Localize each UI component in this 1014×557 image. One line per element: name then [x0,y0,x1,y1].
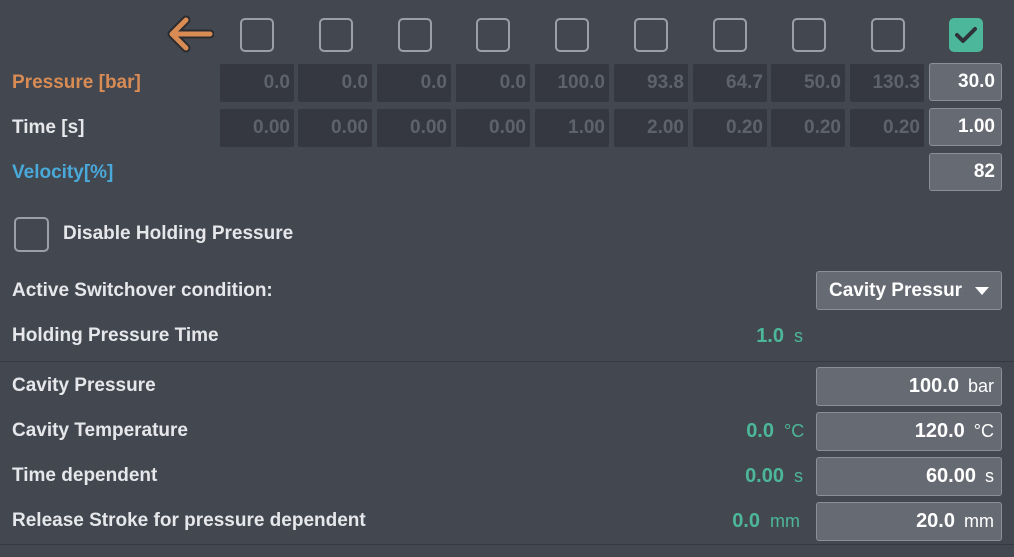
release-stroke-setpoint: 20.0 [916,510,955,532]
step-7-checkbox[interactable] [713,18,747,52]
pressure-step-7[interactable]: 64.7 [693,64,767,102]
cavity-temperature-input[interactable]: 120.0 °C [816,412,1002,451]
release-stroke-unit: mm [964,511,994,531]
time-row-label: Time [s] [12,117,85,138]
time-step-9[interactable]: 0.20 [850,109,924,147]
step-1-checkbox[interactable] [240,18,274,52]
pressure-step-4[interactable]: 0.0 [456,64,530,102]
cavity-temperature-setpoint: 120.0 [914,420,965,442]
holding-time-label: Holding Pressure Time [12,325,219,346]
time-step-7[interactable]: 0.20 [693,109,767,147]
time-step-5[interactable]: 1.00 [535,109,609,147]
disable-holding-pressure-checkbox[interactable] [14,217,49,252]
velocity-row-label: Velocity[%] [12,162,114,183]
pressure-step-1[interactable]: 0.0 [220,64,294,102]
arrow-left-icon [167,15,215,53]
cavity-temperature-label: Cavity Temperature [12,420,188,441]
release-stroke-input[interactable]: 20.0 mm [816,502,1002,541]
step-4-checkbox[interactable] [476,18,510,52]
time-dependent-input[interactable]: 60.00 s [816,457,1002,496]
bottom-divider [0,544,1014,545]
back-arrow-button[interactable] [166,14,215,54]
time-dependent-setpoint: 60.00 [925,465,976,487]
step-6-checkbox[interactable] [634,18,668,52]
cavity-pressure-label: Cavity Pressure [12,375,156,396]
cavity-pressure-setpoint: 100.0 [908,375,959,397]
holding-time-value: 1.0 [756,325,784,347]
time-step-10[interactable]: 1.00 [929,108,1002,146]
pressure-step-6[interactable]: 93.8 [614,64,688,102]
time-dependent-actual: 0.00 [745,465,784,487]
section-divider [0,361,1014,362]
step-3-checkbox[interactable] [398,18,432,52]
step-8-checkbox[interactable] [792,18,826,52]
cavity-temperature-actual: 0.0 [746,420,774,442]
step-9-checkbox[interactable] [871,18,905,52]
time-step-2[interactable]: 0.00 [298,109,372,147]
pressure-step-3[interactable]: 0.0 [377,64,451,102]
cavity-temperature-unit: °C [973,421,994,441]
time-step-6[interactable]: 2.00 [614,109,688,147]
pressure-step-9[interactable]: 130.3 [850,64,924,102]
release-stroke-label: Release Stroke for pressure dependent [12,510,366,531]
pressure-step-8[interactable]: 50.0 [771,64,845,102]
time-dependent-label: Time dependent [12,465,158,486]
velocity-input[interactable]: 82 [929,153,1002,191]
pressure-step-2[interactable]: 0.0 [298,64,372,102]
switchover-dropdown[interactable]: Cavity Pressure [816,271,1002,310]
step-10-checkbox[interactable] [949,18,983,52]
time-dependent-actual-unit: s [794,466,803,486]
holding-time-unit: s [794,326,803,346]
step-2-checkbox[interactable] [319,18,353,52]
switchover-selected: Cavity Pressure [829,280,963,301]
pressure-step-10[interactable]: 30.0 [929,63,1002,101]
pressure-step-5[interactable]: 100.0 [535,64,609,102]
release-stroke-actual-unit: mm [770,511,800,531]
time-step-1[interactable]: 0.00 [220,109,294,147]
switchover-label: Active Switchover condition: [12,280,273,301]
chevron-down-icon [975,287,989,295]
time-step-3[interactable]: 0.00 [377,109,451,147]
release-stroke-actual: 0.0 [732,510,760,532]
cavity-pressure-input[interactable]: 100.0 bar [816,367,1002,406]
time-dependent-unit: s [985,466,994,486]
step-5-checkbox[interactable] [555,18,589,52]
cavity-pressure-unit: bar [967,376,994,396]
pressure-row-label: Pressure [bar] [12,72,141,93]
cavity-temperature-actual-unit: °C [784,421,805,441]
checkmark-icon [955,27,977,43]
disable-holding-pressure-label[interactable]: Disable Holding Pressure [63,223,294,244]
time-step-4[interactable]: 0.00 [456,109,530,147]
time-step-8[interactable]: 0.20 [771,109,845,147]
